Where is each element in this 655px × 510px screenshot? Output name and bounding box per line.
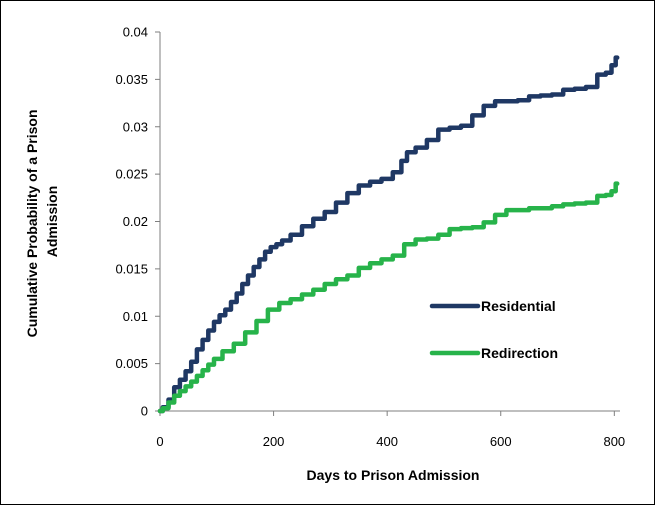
y-tick-label: 0.03 <box>123 119 148 134</box>
y-axis-title-line-1: Cumulative Probability of a Prison <box>24 109 40 337</box>
y-tick-label: 0.005 <box>115 356 148 371</box>
y-tick-label: 0.025 <box>115 167 148 182</box>
legend-label-residential: Residential <box>481 298 556 314</box>
x-tick-label: 400 <box>376 434 398 449</box>
y-tick-label: 0 <box>141 404 148 419</box>
y-tick-label: 0.02 <box>123 214 148 229</box>
x-tick-label: 0 <box>156 434 163 449</box>
legend-label-redirection: Redirection <box>481 345 558 361</box>
y-axis-title-line-2: Admission <box>44 186 60 258</box>
y-tick-label: 0.04 <box>123 25 148 40</box>
legend: Residential Redirection <box>429 298 558 361</box>
x-tick-label: 600 <box>490 434 512 449</box>
series-layer <box>157 55 620 414</box>
y-tick-label: 0.035 <box>115 72 148 87</box>
x-tick-label: 800 <box>603 434 625 449</box>
y-tick-label: 0.01 <box>123 309 148 324</box>
x-axis-title: Days to Prison Admission <box>307 467 480 483</box>
axes: 0 0.005 0.01 0.015 0.02 0.025 0.03 0.035 0.04 0 20… <box>115 25 625 450</box>
series-line-residential <box>157 55 620 414</box>
y-tick-label: 0.015 <box>115 261 148 276</box>
y-axis-title: Cumulative Probability of a Prison Admis… <box>24 106 60 338</box>
x-tick-label: 200 <box>263 434 285 449</box>
series-line-redirection <box>157 181 620 414</box>
